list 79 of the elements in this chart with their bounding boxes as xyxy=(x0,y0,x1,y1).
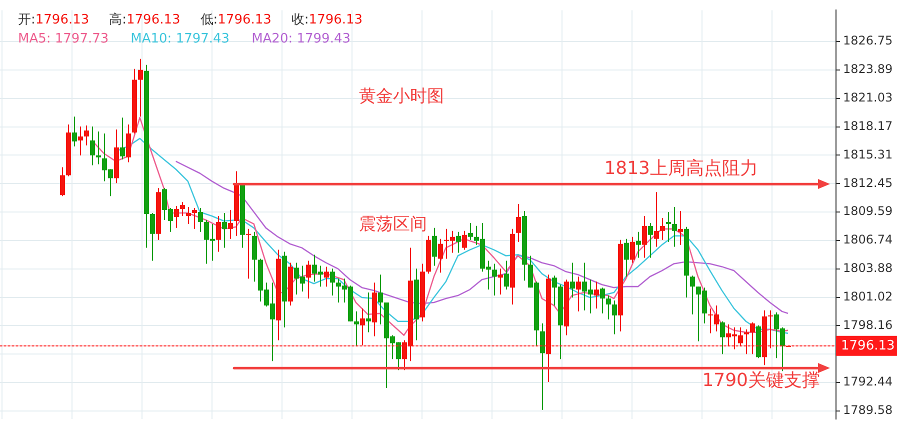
text: 黄金小时图 xyxy=(358,86,444,106)
candlestick xyxy=(648,222,653,258)
candlestick xyxy=(330,268,335,296)
annotation: 收:1796.13 xyxy=(291,12,363,28)
y-tick-label: 1812.45 xyxy=(843,176,893,190)
candlestick xyxy=(498,268,503,296)
candlestick xyxy=(690,275,695,315)
candlestick xyxy=(72,116,77,147)
y-tick-label: 1823.89 xyxy=(843,62,893,76)
candlestick xyxy=(96,130,101,165)
candlestick xyxy=(60,166,65,197)
y-tick-label: 1821.03 xyxy=(843,90,893,105)
candlestick xyxy=(624,238,629,278)
candlestick xyxy=(306,260,311,300)
candlestick xyxy=(594,281,599,309)
candlestick xyxy=(84,125,89,146)
candlestick xyxy=(120,117,125,160)
y-tick-label: 1801.02 xyxy=(843,289,893,304)
candlestick xyxy=(90,126,95,166)
y-tick-label: 1792.44 xyxy=(843,374,893,389)
annotation: 低:1796.13 xyxy=(200,12,272,28)
candlestick xyxy=(516,204,521,242)
candlestick xyxy=(198,208,203,232)
candlestick xyxy=(252,231,257,282)
candlestick xyxy=(492,263,497,296)
candlestick xyxy=(432,227,437,266)
candlestick xyxy=(540,322,545,410)
candlestick xyxy=(672,206,677,248)
candlestick xyxy=(642,215,647,258)
ref-line-label: 1790关键支撑 xyxy=(702,370,820,391)
candlestick xyxy=(600,287,605,314)
candlestick xyxy=(126,124,131,163)
candlestick xyxy=(666,212,671,242)
ref-line-label: 1813上周高点阻力 xyxy=(604,158,758,179)
candlestick xyxy=(636,231,641,258)
candlestick xyxy=(612,300,617,335)
candlestick xyxy=(630,236,635,264)
y-tick-label: 1803.88 xyxy=(843,261,893,276)
candlestick xyxy=(576,276,581,312)
candlestick xyxy=(216,215,221,252)
candlestick xyxy=(174,206,179,228)
annotation: 震荡区间 xyxy=(358,214,427,234)
candlestick xyxy=(222,212,227,248)
annotation: MA5: 1797.73 xyxy=(18,31,109,46)
y-tick-label: 1818.17 xyxy=(843,118,893,133)
candlestick xyxy=(366,292,371,333)
y-tick-label: 1789.58 xyxy=(843,403,893,418)
candlestick xyxy=(678,210,683,246)
candlestick xyxy=(570,262,575,298)
candlestick xyxy=(438,238,443,274)
candlestick xyxy=(660,217,665,240)
candlestick xyxy=(192,208,197,230)
candlestick xyxy=(462,230,467,250)
annotation: 开:1796.13 xyxy=(18,12,90,28)
ref-line-label: 1796.13 xyxy=(841,338,895,354)
candlestick xyxy=(180,202,185,216)
y-tick-label: 1806.74 xyxy=(843,232,893,247)
annotation: MA20: 1799.43 xyxy=(252,31,350,46)
y-tick-label: 1815.31 xyxy=(843,147,893,162)
candlestick xyxy=(324,266,329,288)
candlestick xyxy=(150,212,155,262)
candlestick xyxy=(186,206,191,224)
candlestick xyxy=(354,310,359,347)
candlestick xyxy=(456,231,461,254)
candlestick xyxy=(606,295,611,320)
y-tick-label: 1798.16 xyxy=(843,318,893,332)
candlestick xyxy=(228,210,233,240)
y-tick-label: 1826.75 xyxy=(843,34,893,48)
candlestick xyxy=(654,192,659,248)
annotation: 高:1796.13 xyxy=(109,11,180,28)
candlestick xyxy=(138,58,143,118)
candlestick xyxy=(78,126,83,156)
candlestick xyxy=(468,222,473,240)
candlestick xyxy=(246,228,251,280)
candlestick xyxy=(504,260,509,290)
y-tick-label: 1809.59 xyxy=(843,204,893,218)
candlestick xyxy=(720,320,725,355)
annotation: MA10: 1797.43 xyxy=(130,31,230,46)
candlestick xyxy=(378,274,383,325)
